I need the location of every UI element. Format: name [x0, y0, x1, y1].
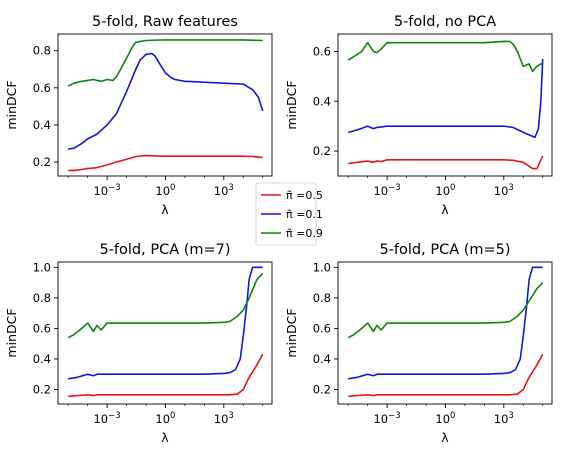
- axes-frame: [57, 33, 273, 177]
- x-tick-label: 103: [214, 411, 234, 426]
- y-tick-label: 0.8: [33, 44, 51, 58]
- x-tick-label: 103: [494, 183, 514, 198]
- subplot-1: 5-fold, Raw features 10−3 100 103 0.2 0.4 0.6 0…: [4, 14, 273, 217]
- y-tick-label: 0.8: [313, 291, 331, 305]
- series-line-0: [348, 353, 544, 398]
- subplot-4: 5-fold, PCA (m=5) 10−3 100 103 0.2 0.4 0.6 0.8 1…: [284, 242, 553, 445]
- y-tick-label: 0.4: [33, 118, 51, 132]
- y-tick-label: 0.6: [313, 321, 331, 335]
- subplot-title: 5-fold, no PCA: [394, 14, 496, 30]
- x-axis-label: λ: [441, 430, 449, 445]
- axes-frame: [57, 261, 273, 405]
- x-axis-label: λ: [161, 430, 169, 445]
- legend-label: π̃ =0.1: [286, 208, 323, 221]
- x-tick-label: 103: [214, 183, 234, 198]
- series-line-1: [347, 58, 544, 139]
- legend-frame: [255, 182, 317, 246]
- x-tick-label: 100: [435, 411, 455, 426]
- axes-frame: [337, 261, 553, 405]
- x-tick-label: 10−3: [373, 411, 400, 426]
- legend: π̃ =0.5 π̃ =0.1 π̃ =0.9: [255, 182, 323, 246]
- y-tick-label: 0.6: [313, 44, 331, 58]
- x-tick-label: 100: [155, 411, 175, 426]
- series-line-1: [68, 52, 264, 150]
- x-tick-label: 10−3: [93, 411, 120, 426]
- y-tick-label: 0.2: [313, 382, 331, 396]
- y-tick-label: 0.4: [313, 94, 331, 108]
- y-axis-label: minDCF: [284, 80, 299, 129]
- y-tick-label: 1.0: [33, 260, 51, 274]
- series-line-0: [68, 154, 263, 172]
- series-line-2: [67, 272, 264, 339]
- series-line-0: [348, 155, 544, 170]
- axes-frame: [337, 33, 553, 177]
- y-tick-label: 1.0: [313, 260, 331, 274]
- subplot-title: 5-fold, PCA (m=7): [99, 242, 230, 258]
- x-tick-label: 100: [435, 183, 455, 198]
- series-line-1: [68, 266, 263, 380]
- y-tick-label: 0.2: [33, 382, 51, 396]
- y-tick-label: 0.6: [33, 321, 51, 335]
- subplot-title: 5-fold, Raw features: [92, 14, 238, 30]
- series-line-2: [347, 40, 544, 73]
- subplot-2: 5-fold, no PCA 10−3 100 103 0.2 0.4 0.6 λ minDCF: [284, 14, 553, 217]
- y-axis-label: minDCF: [284, 308, 299, 357]
- x-axis-label: λ: [441, 202, 449, 217]
- legend-label: π̃ =0.9: [286, 227, 323, 240]
- y-axis-label: minDCF: [4, 308, 19, 357]
- legend-label: π̃ =0.5: [286, 189, 323, 202]
- y-tick-label: 0.6: [33, 81, 51, 95]
- x-tick-label: 103: [494, 411, 514, 426]
- x-tick-label: 100: [155, 183, 175, 198]
- series-line-0: [68, 353, 264, 398]
- y-tick-label: 0.2: [313, 144, 331, 158]
- subplot-3: 5-fold, PCA (m=7) 10−3 100 103 0.2 0.4 0.6 0.8 1…: [4, 242, 273, 445]
- y-tick-label: 0.4: [313, 352, 331, 366]
- y-tick-label: 0.2: [33, 155, 51, 169]
- subplot-title: 5-fold, PCA (m=5): [379, 242, 510, 258]
- y-tick-label: 0.4: [33, 352, 51, 366]
- y-axis-label: minDCF: [4, 80, 19, 129]
- x-axis-label: λ: [161, 202, 169, 217]
- x-tick-label: 10−3: [373, 183, 400, 198]
- y-tick-label: 0.8: [33, 291, 51, 305]
- series-line-1: [348, 266, 543, 380]
- x-tick-label: 10−3: [93, 183, 120, 198]
- series-line-2: [347, 282, 544, 339]
- series-line-2: [67, 39, 263, 87]
